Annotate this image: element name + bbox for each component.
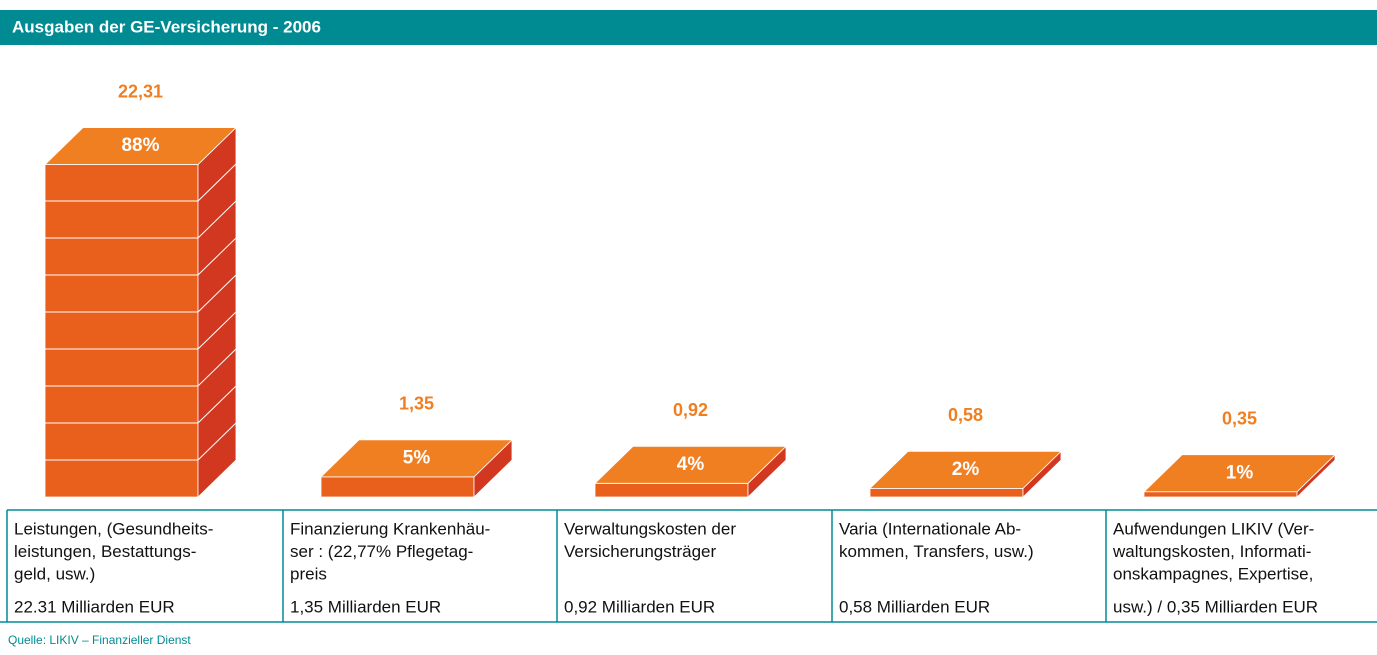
share-label: 2% bbox=[952, 459, 980, 480]
share-label: 88% bbox=[121, 135, 159, 156]
bar bbox=[44, 126, 237, 498]
value-label: 0,92 bbox=[673, 400, 708, 420]
brick-line bbox=[197, 237, 237, 276]
share-label: 4% bbox=[677, 454, 705, 475]
bar-front bbox=[869, 487, 1024, 498]
share-label: 1% bbox=[1226, 462, 1254, 483]
category-label: Leistungen, (Gesundheits- bbox=[14, 519, 213, 538]
bar bbox=[869, 450, 1062, 498]
category-label: Verwaltungskosten der bbox=[564, 519, 736, 538]
brick-line bbox=[197, 348, 237, 387]
value-label: 1,35 bbox=[399, 394, 434, 414]
brick-line bbox=[197, 200, 237, 239]
value-label: 0,58 bbox=[948, 405, 983, 425]
category-label: preis bbox=[290, 564, 327, 583]
brick-line bbox=[197, 311, 237, 350]
bar-front bbox=[320, 476, 475, 498]
category-label: 1,35 Milliarden EUR bbox=[290, 597, 441, 616]
chart-title: Ausgaben der GE-Versicherung - 2006 bbox=[12, 17, 321, 36]
value-label: 22,31 bbox=[118, 81, 163, 101]
bar-front bbox=[44, 164, 199, 498]
bar bbox=[320, 438, 513, 498]
bar-top bbox=[1143, 454, 1336, 493]
bar-front bbox=[1143, 491, 1298, 498]
category-label: waltungskosten, Informati- bbox=[1112, 542, 1311, 561]
category-label: 0,58 Milliarden EUR bbox=[839, 597, 990, 616]
brick-line bbox=[197, 422, 237, 461]
category-label: usw.) / 0,35 Milliarden EUR bbox=[1113, 597, 1318, 616]
category-label: Finanzierung Krankenhäu- bbox=[290, 519, 490, 538]
brick-line bbox=[197, 163, 237, 202]
brick-line bbox=[197, 274, 237, 313]
share-label: 5% bbox=[403, 447, 431, 468]
brick-line bbox=[197, 385, 237, 424]
bar bbox=[1143, 453, 1336, 498]
category-label: kommen, Transfers, usw.) bbox=[839, 542, 1034, 561]
bar-top bbox=[44, 127, 237, 165]
bar-top bbox=[320, 439, 513, 478]
category-label: Versicherungsträger bbox=[564, 542, 716, 561]
category-label: 22.31 Milliarden EUR bbox=[14, 597, 175, 616]
bar-top bbox=[594, 445, 787, 484]
category-label: 0,92 Milliarden EUR bbox=[564, 597, 715, 616]
category-label: geld, usw.) bbox=[14, 564, 95, 583]
source: Quelle: LIKIV – Finanzieller Dienst bbox=[8, 633, 191, 647]
bar bbox=[594, 445, 787, 498]
category-label: onskampagnes, Expertise, bbox=[1113, 564, 1313, 583]
category-label: ser : (22,77% Pflegetag- bbox=[290, 542, 473, 561]
category-label: leistungen, Bestattungs- bbox=[14, 542, 196, 561]
category-label: Aufwendungen LIKIV (Ver- bbox=[1113, 519, 1314, 538]
bar-front bbox=[594, 482, 749, 498]
category-label: Varia (Internationale Ab- bbox=[839, 519, 1021, 538]
header-bar bbox=[0, 10, 1377, 45]
bar-top bbox=[869, 450, 1062, 489]
value-label: 0,35 bbox=[1222, 409, 1257, 429]
